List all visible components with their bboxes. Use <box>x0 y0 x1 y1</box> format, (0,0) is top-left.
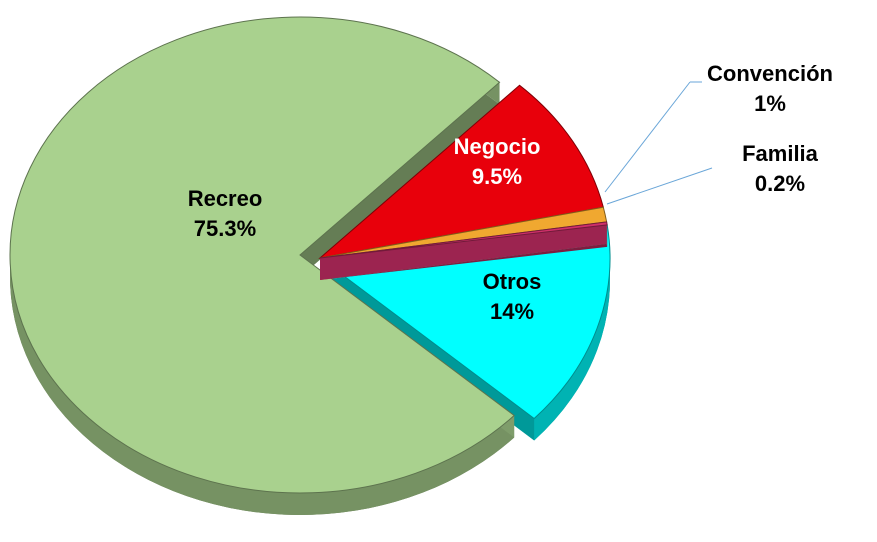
slice-label: Recreo <box>188 186 263 211</box>
value-label: 0.2% <box>755 171 805 196</box>
value-label: 9.5% <box>472 164 522 189</box>
value-label: 1% <box>754 91 786 116</box>
slice-side <box>534 224 610 441</box>
slice-label: Familia <box>742 141 819 166</box>
slice <box>319 221 608 259</box>
slice-bottom <box>320 243 608 280</box>
slice-side <box>606 221 608 247</box>
leader-line <box>604 81 691 193</box>
slice-label: Otros <box>483 269 542 294</box>
value-label: 14% <box>490 299 534 324</box>
slice <box>9 16 515 494</box>
slice <box>318 84 604 259</box>
slice-label: Convención <box>707 61 833 86</box>
slice <box>318 224 611 420</box>
slice-label: Negocio <box>454 134 541 159</box>
pie <box>9 16 611 515</box>
leader-line <box>606 167 713 205</box>
slice-wall <box>320 221 607 280</box>
value-label: 75.3% <box>194 216 256 241</box>
